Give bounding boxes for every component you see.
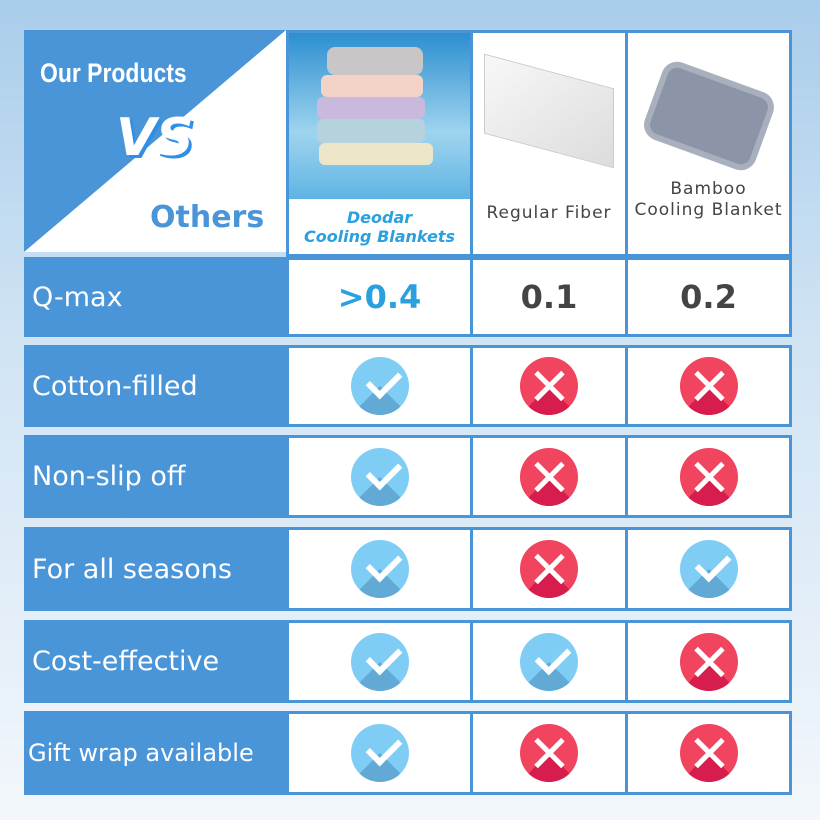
- row-cell: 0.1: [470, 257, 628, 337]
- cross-icon: [679, 447, 738, 506]
- row-cell: [470, 527, 628, 611]
- row-cell: [625, 345, 792, 427]
- row-cell: 0.2: [625, 257, 792, 337]
- qmax-value: 0.2: [680, 278, 737, 316]
- check-icon: [350, 724, 409, 782]
- check-icon: [520, 632, 578, 691]
- cross-icon: [520, 447, 578, 506]
- others-title: Others: [150, 200, 265, 235]
- cross-icon: [679, 357, 738, 415]
- product-column-regular-fiber: Regular Fiber: [470, 30, 628, 257]
- regular-fiber-image: [484, 53, 614, 169]
- qmax-value: 0.1: [520, 278, 578, 316]
- row-cell: [470, 435, 628, 518]
- check-icon: [350, 632, 409, 691]
- vs-logo: VS: [116, 108, 194, 168]
- our-products-title: Our Products: [40, 58, 187, 88]
- cross-icon: [520, 724, 578, 782]
- regular-fiber-label: Regular Fiber: [486, 203, 612, 223]
- row-label: For all seasons: [24, 527, 286, 611]
- qmax-value: >0.4: [337, 278, 422, 316]
- row-label: Non-slip off: [24, 435, 286, 518]
- row-cell: [625, 527, 792, 611]
- row-cell: [625, 711, 792, 795]
- row-cell: [470, 345, 628, 427]
- row-cell: [470, 711, 628, 795]
- deodar-label-line2: Cooling Blankets: [303, 227, 456, 246]
- deodar-product-image: [289, 33, 470, 199]
- row-label: Cotton-filled: [24, 345, 286, 427]
- row-cell: [286, 620, 473, 703]
- bamboo-label-line1: Bamboo: [670, 179, 747, 199]
- product-column-deodar: Deodar Cooling Blankets: [286, 30, 473, 257]
- vs-text: VS: [116, 108, 194, 168]
- row-cell: [470, 620, 628, 703]
- row-label: Cost-effective: [24, 620, 286, 703]
- row-label: Gift wrap available: [24, 711, 286, 795]
- cross-icon: [520, 357, 578, 415]
- product-column-bamboo: Bamboo Cooling Blanket: [625, 30, 792, 257]
- bamboo-label-line2: Cooling Blanket: [634, 200, 783, 220]
- bamboo-blanket-image: [639, 57, 778, 175]
- row-cell: [286, 711, 473, 795]
- diagonal-blue-triangle: [24, 30, 286, 252]
- row-cell: [625, 435, 792, 518]
- check-icon: [350, 540, 409, 598]
- check-icon: [679, 540, 738, 598]
- row-cell: >0.4: [286, 257, 473, 337]
- cross-icon: [520, 540, 578, 598]
- row-cell: [625, 620, 792, 703]
- vs-header-panel: Our Products VS Others: [24, 30, 286, 252]
- row-label: Q-max: [24, 257, 286, 337]
- check-icon: [350, 447, 409, 506]
- cross-icon: [679, 724, 738, 782]
- row-cell: [286, 527, 473, 611]
- row-cell: [286, 435, 473, 518]
- deodar-label-line1: Deodar: [346, 208, 413, 227]
- row-cell: [286, 345, 473, 427]
- cross-icon: [679, 632, 738, 691]
- check-icon: [350, 357, 409, 415]
